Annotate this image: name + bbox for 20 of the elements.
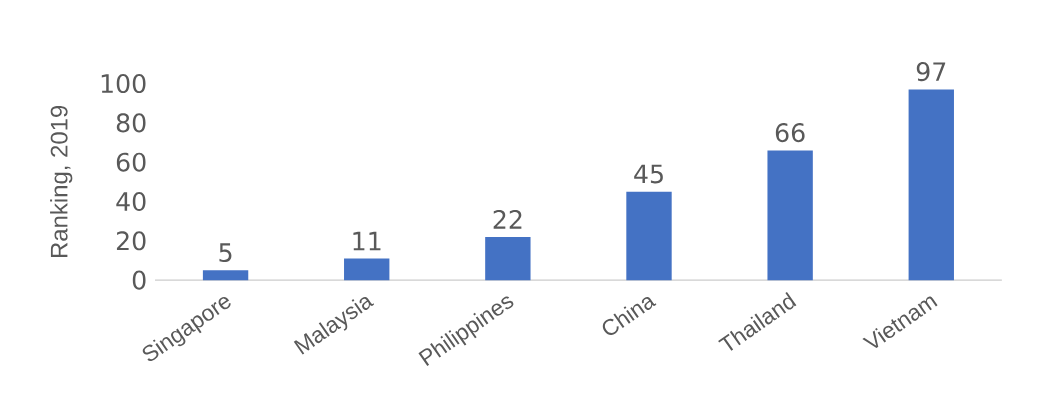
data-label: 97 (916, 62, 946, 82)
y-tick-label: 100 (101, 73, 146, 94)
bar (767, 150, 813, 281)
y-tick-label: 40 (116, 191, 146, 212)
bar (626, 191, 672, 281)
y-tick-label: 80 (116, 113, 146, 133)
bar (344, 258, 390, 281)
y-axis-title: Ranking, 2019 (50, 105, 73, 257)
data-label: 66 (775, 123, 805, 143)
data-label: 45 (634, 164, 663, 184)
y-tick-label: 20 (116, 231, 146, 251)
y-tick-label: 60 (116, 152, 146, 172)
bar (908, 89, 954, 281)
bar (485, 236, 531, 281)
x-tick-label: China (602, 296, 657, 335)
data-label: 11 (353, 231, 381, 251)
data-label: 5 (219, 243, 232, 263)
y-tick-label: 0 (132, 270, 146, 290)
bar (202, 270, 249, 281)
data-label: 22 (493, 209, 522, 229)
